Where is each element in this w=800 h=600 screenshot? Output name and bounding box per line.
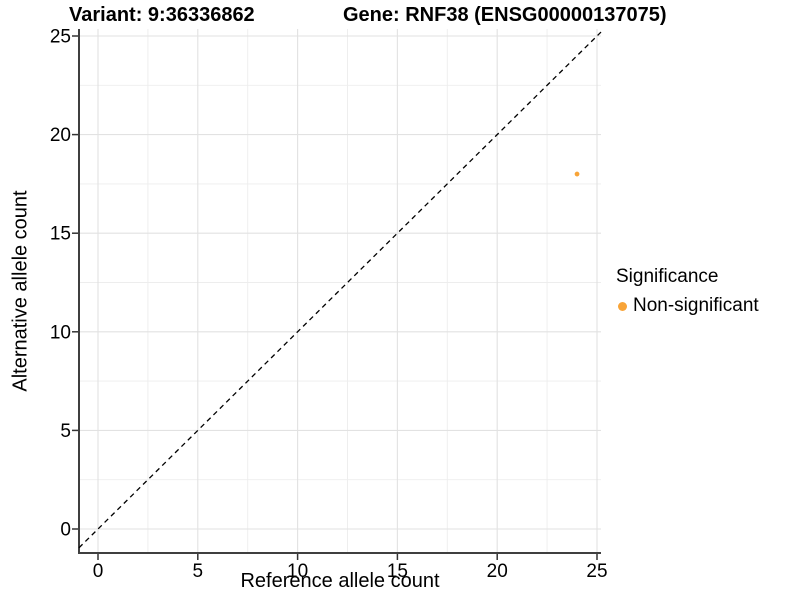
y-axis-title: Alternative allele count xyxy=(9,190,32,392)
x-tick-label: 15 xyxy=(387,561,408,582)
legend: Significance Non-significant xyxy=(616,266,759,317)
y-tick-label: 10 xyxy=(50,322,71,343)
x-tick-label: 20 xyxy=(487,561,508,582)
y-tick-label: 15 xyxy=(50,224,71,245)
legend-title: Significance xyxy=(616,266,719,287)
data-point xyxy=(574,171,580,177)
y-tick-label: 20 xyxy=(50,125,71,146)
x-axis-title: Reference allele count xyxy=(240,570,440,592)
legend-entry: Non-significant xyxy=(616,295,759,317)
identity-line xyxy=(78,31,602,549)
legend-entry-label: Non-significant xyxy=(633,295,759,316)
y-tick-label: 0 xyxy=(60,520,71,541)
x-tick-label: 25 xyxy=(586,561,607,582)
plot-title-variant: Variant: 9:36336862 xyxy=(69,4,255,26)
legend-point-icon xyxy=(618,301,627,311)
y-tick-label: 25 xyxy=(50,27,71,48)
x-tick-label: 0 xyxy=(93,561,104,582)
plot-title-gene: Gene: RNF38 (ENSG00000137075) xyxy=(343,4,667,26)
x-tick-label: 5 xyxy=(193,561,204,582)
y-tick-label: 5 xyxy=(60,421,71,442)
x-tick-label: 10 xyxy=(287,561,308,582)
